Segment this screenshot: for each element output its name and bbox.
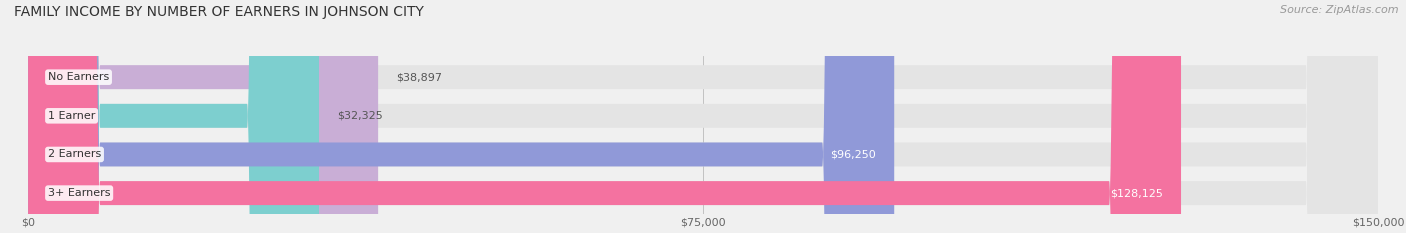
- FancyBboxPatch shape: [28, 0, 378, 233]
- FancyBboxPatch shape: [28, 0, 1378, 233]
- Text: 1 Earner: 1 Earner: [48, 111, 96, 121]
- Text: No Earners: No Earners: [48, 72, 110, 82]
- Text: $38,897: $38,897: [396, 72, 441, 82]
- Text: FAMILY INCOME BY NUMBER OF EARNERS IN JOHNSON CITY: FAMILY INCOME BY NUMBER OF EARNERS IN JO…: [14, 5, 425, 19]
- Text: 3+ Earners: 3+ Earners: [48, 188, 111, 198]
- Text: Source: ZipAtlas.com: Source: ZipAtlas.com: [1281, 5, 1399, 15]
- Text: $32,325: $32,325: [337, 111, 382, 121]
- Text: $96,250: $96,250: [831, 149, 876, 159]
- FancyBboxPatch shape: [28, 0, 1378, 233]
- FancyBboxPatch shape: [28, 0, 1378, 233]
- Text: $128,125: $128,125: [1111, 188, 1163, 198]
- FancyBboxPatch shape: [28, 0, 319, 233]
- FancyBboxPatch shape: [28, 0, 1181, 233]
- Text: 2 Earners: 2 Earners: [48, 149, 101, 159]
- FancyBboxPatch shape: [28, 0, 1378, 233]
- FancyBboxPatch shape: [28, 0, 894, 233]
